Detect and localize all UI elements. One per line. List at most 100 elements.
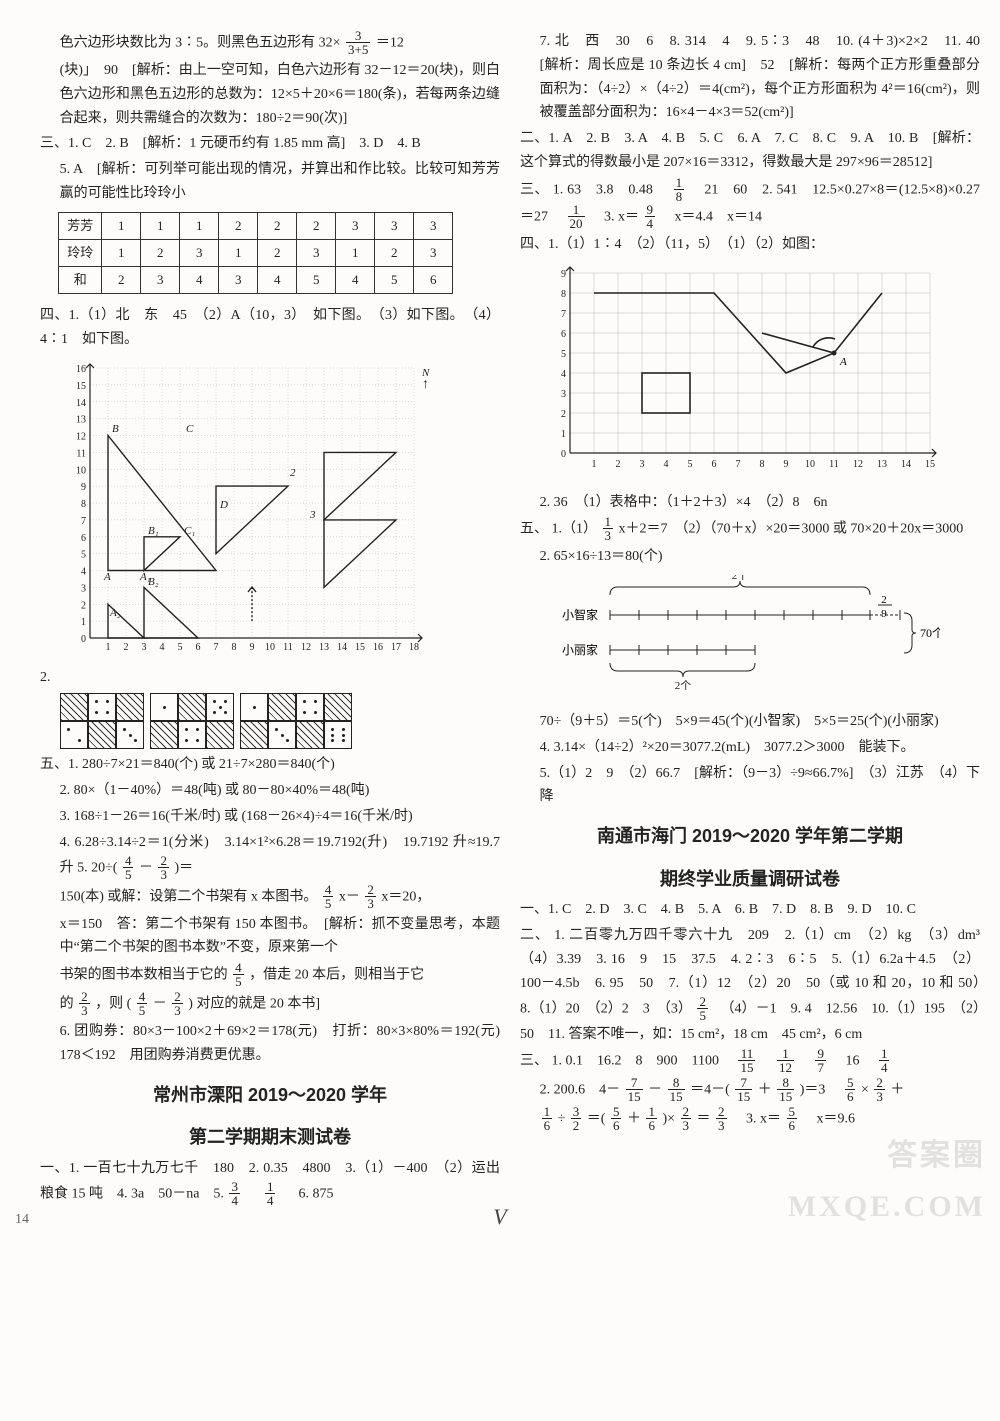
svg-text:2: 2: [290, 467, 296, 479]
dice-cell: [268, 721, 296, 749]
svg-text:C: C: [186, 423, 194, 435]
cell: 2: [141, 239, 180, 266]
fraction: 34: [229, 1180, 240, 1207]
dice-cell: [150, 721, 178, 749]
dice-cell: [150, 693, 178, 721]
cell: 2: [375, 239, 414, 266]
text: ÷: [558, 1112, 566, 1127]
svg-text:10: 10: [76, 465, 86, 476]
svg-text:9: 9: [881, 608, 887, 620]
svg-text:16: 16: [373, 642, 383, 653]
frac-den: 5: [233, 975, 244, 988]
svg-text:10: 10: [805, 459, 815, 470]
fraction: 18: [674, 176, 685, 203]
cell: 3: [297, 239, 336, 266]
frac-num: 7: [735, 1076, 752, 1090]
table-row: 和234345456: [59, 266, 453, 293]
text: 书架的图书本数相当于它的: [60, 968, 228, 983]
svg-text:3: 3: [561, 389, 566, 400]
text-line: 2. 200.6 4－ 715 － 815 ＝4－( 715 ＋ 815 )＝3…: [520, 1077, 980, 1104]
section-title: 期终学业质量调研试卷: [520, 864, 980, 895]
svg-text:1: 1: [561, 429, 566, 440]
frac-num: 2: [172, 990, 183, 1004]
frac-num: 7: [626, 1076, 643, 1090]
svg-text:2: 2: [615, 459, 620, 470]
grid-svg: 161514131211109876543210 123456789101112…: [60, 358, 440, 658]
frac-num: 4: [123, 854, 134, 868]
fraction: 16: [646, 1105, 657, 1132]
frac-num: 3: [571, 1105, 582, 1119]
footer-mark: V: [493, 1198, 506, 1235]
svg-text:B₁: B₁: [148, 525, 159, 537]
svg-text:2个: 2个: [731, 575, 748, 582]
fraction: 715: [735, 1076, 752, 1103]
frac-num: 3: [346, 29, 370, 43]
frac-den: 3: [681, 1119, 692, 1132]
svg-text:3: 3: [639, 459, 644, 470]
fraction: 97: [815, 1047, 826, 1074]
svg-text:15: 15: [925, 459, 935, 470]
cell: 5: [375, 266, 414, 293]
svg-text:8: 8: [231, 642, 236, 653]
cell: 2: [258, 212, 297, 239]
dice-cell: [116, 693, 144, 721]
sec-label: 二、: [520, 928, 550, 943]
text: －: [153, 997, 167, 1012]
text: 1.（1）1∶4 （2）（11，5） （1）（2）如图：: [548, 237, 824, 252]
svg-text:9: 9: [783, 459, 788, 470]
svg-text:C₁: C₁: [184, 525, 195, 537]
fraction: 23: [158, 854, 169, 881]
text: 1.（1）: [552, 522, 598, 537]
frac-den: 4: [229, 1194, 240, 1207]
frac-num: 2: [681, 1105, 692, 1119]
text-line: 6. 团购券：80×3－100×2＋69×2＝178(元) 打折：80×3×80…: [40, 1020, 500, 1068]
svg-text:4: 4: [159, 642, 164, 653]
svg-text:12: 12: [301, 642, 311, 653]
svg-text:6: 6: [195, 642, 200, 653]
text-line: 5. A [解析：可列举可能出现的情况，并算出和作比较。比较可知芳芳赢的可能性比…: [40, 158, 500, 206]
section-1: 一、1. C 2. D 3. C 4. B 5. A 6. B 7. D 8. …: [520, 898, 980, 922]
cell: 和: [59, 266, 102, 293]
cell: 2: [102, 266, 141, 293]
frac-den: 6: [542, 1119, 553, 1132]
frac-den: 6: [646, 1119, 657, 1132]
text: ＝: [697, 1112, 711, 1127]
section-title: 南通市海门 2019～2020 学年第二学期: [520, 821, 980, 852]
svg-text:1: 1: [105, 642, 110, 653]
frac-den: 3: [716, 1119, 727, 1132]
svg-text:17: 17: [391, 642, 401, 653]
frac-num: 5: [611, 1105, 622, 1119]
svg-text:8: 8: [81, 499, 86, 510]
cell: 3: [336, 212, 375, 239]
cell: 1: [336, 239, 375, 266]
svg-text:7: 7: [81, 516, 86, 527]
cell: 1: [102, 212, 141, 239]
frac-num: 2: [874, 1076, 885, 1090]
frac-den: 6: [611, 1119, 622, 1132]
text-line: 3. 168÷1－26＝16(千米/时) 或 (168－26×4)÷4＝16(千…: [40, 805, 500, 829]
cell: 1: [102, 239, 141, 266]
text: 3. x＝: [590, 210, 639, 225]
dice-figure: [60, 693, 500, 749]
svg-text:2: 2: [123, 642, 128, 653]
text: )×: [662, 1112, 675, 1127]
text: x＋2＝7 （2）（70＋x）×20＝3000 或 70×20＋20x＝3000: [619, 522, 964, 537]
text: 1.（1）北 东 45 （2）A（10，3） 如下图。 （3）如下图。 （4）4…: [40, 308, 500, 347]
svg-text:3: 3: [81, 583, 86, 594]
fraction: 32: [571, 1105, 582, 1132]
text: )＝: [174, 860, 193, 875]
sec-label: 三、: [520, 1054, 548, 1069]
svg-text:15: 15: [355, 642, 365, 653]
text-line: x＝150 答：第二个书架有 150 本图书。 [解析：抓不变量思考，本题中“第…: [40, 913, 500, 961]
fraction: 23: [716, 1105, 727, 1132]
frac-num: 5: [845, 1076, 856, 1090]
text: ) 对应的就是 20 本书]: [188, 997, 320, 1012]
text-line: 70÷（9＋5）＝5(个) 5×9＝45(个)(小智家) 5×5＝25(个)(小…: [520, 710, 980, 734]
text: ＝12: [376, 36, 404, 51]
svg-text:12: 12: [76, 431, 86, 442]
svg-text:15: 15: [76, 381, 86, 392]
text: 1. 0.1 16.2 8 900 1100: [552, 1054, 733, 1069]
frac-den: 5: [123, 868, 134, 881]
cell: 4: [336, 266, 375, 293]
dice-cell: [324, 721, 352, 749]
